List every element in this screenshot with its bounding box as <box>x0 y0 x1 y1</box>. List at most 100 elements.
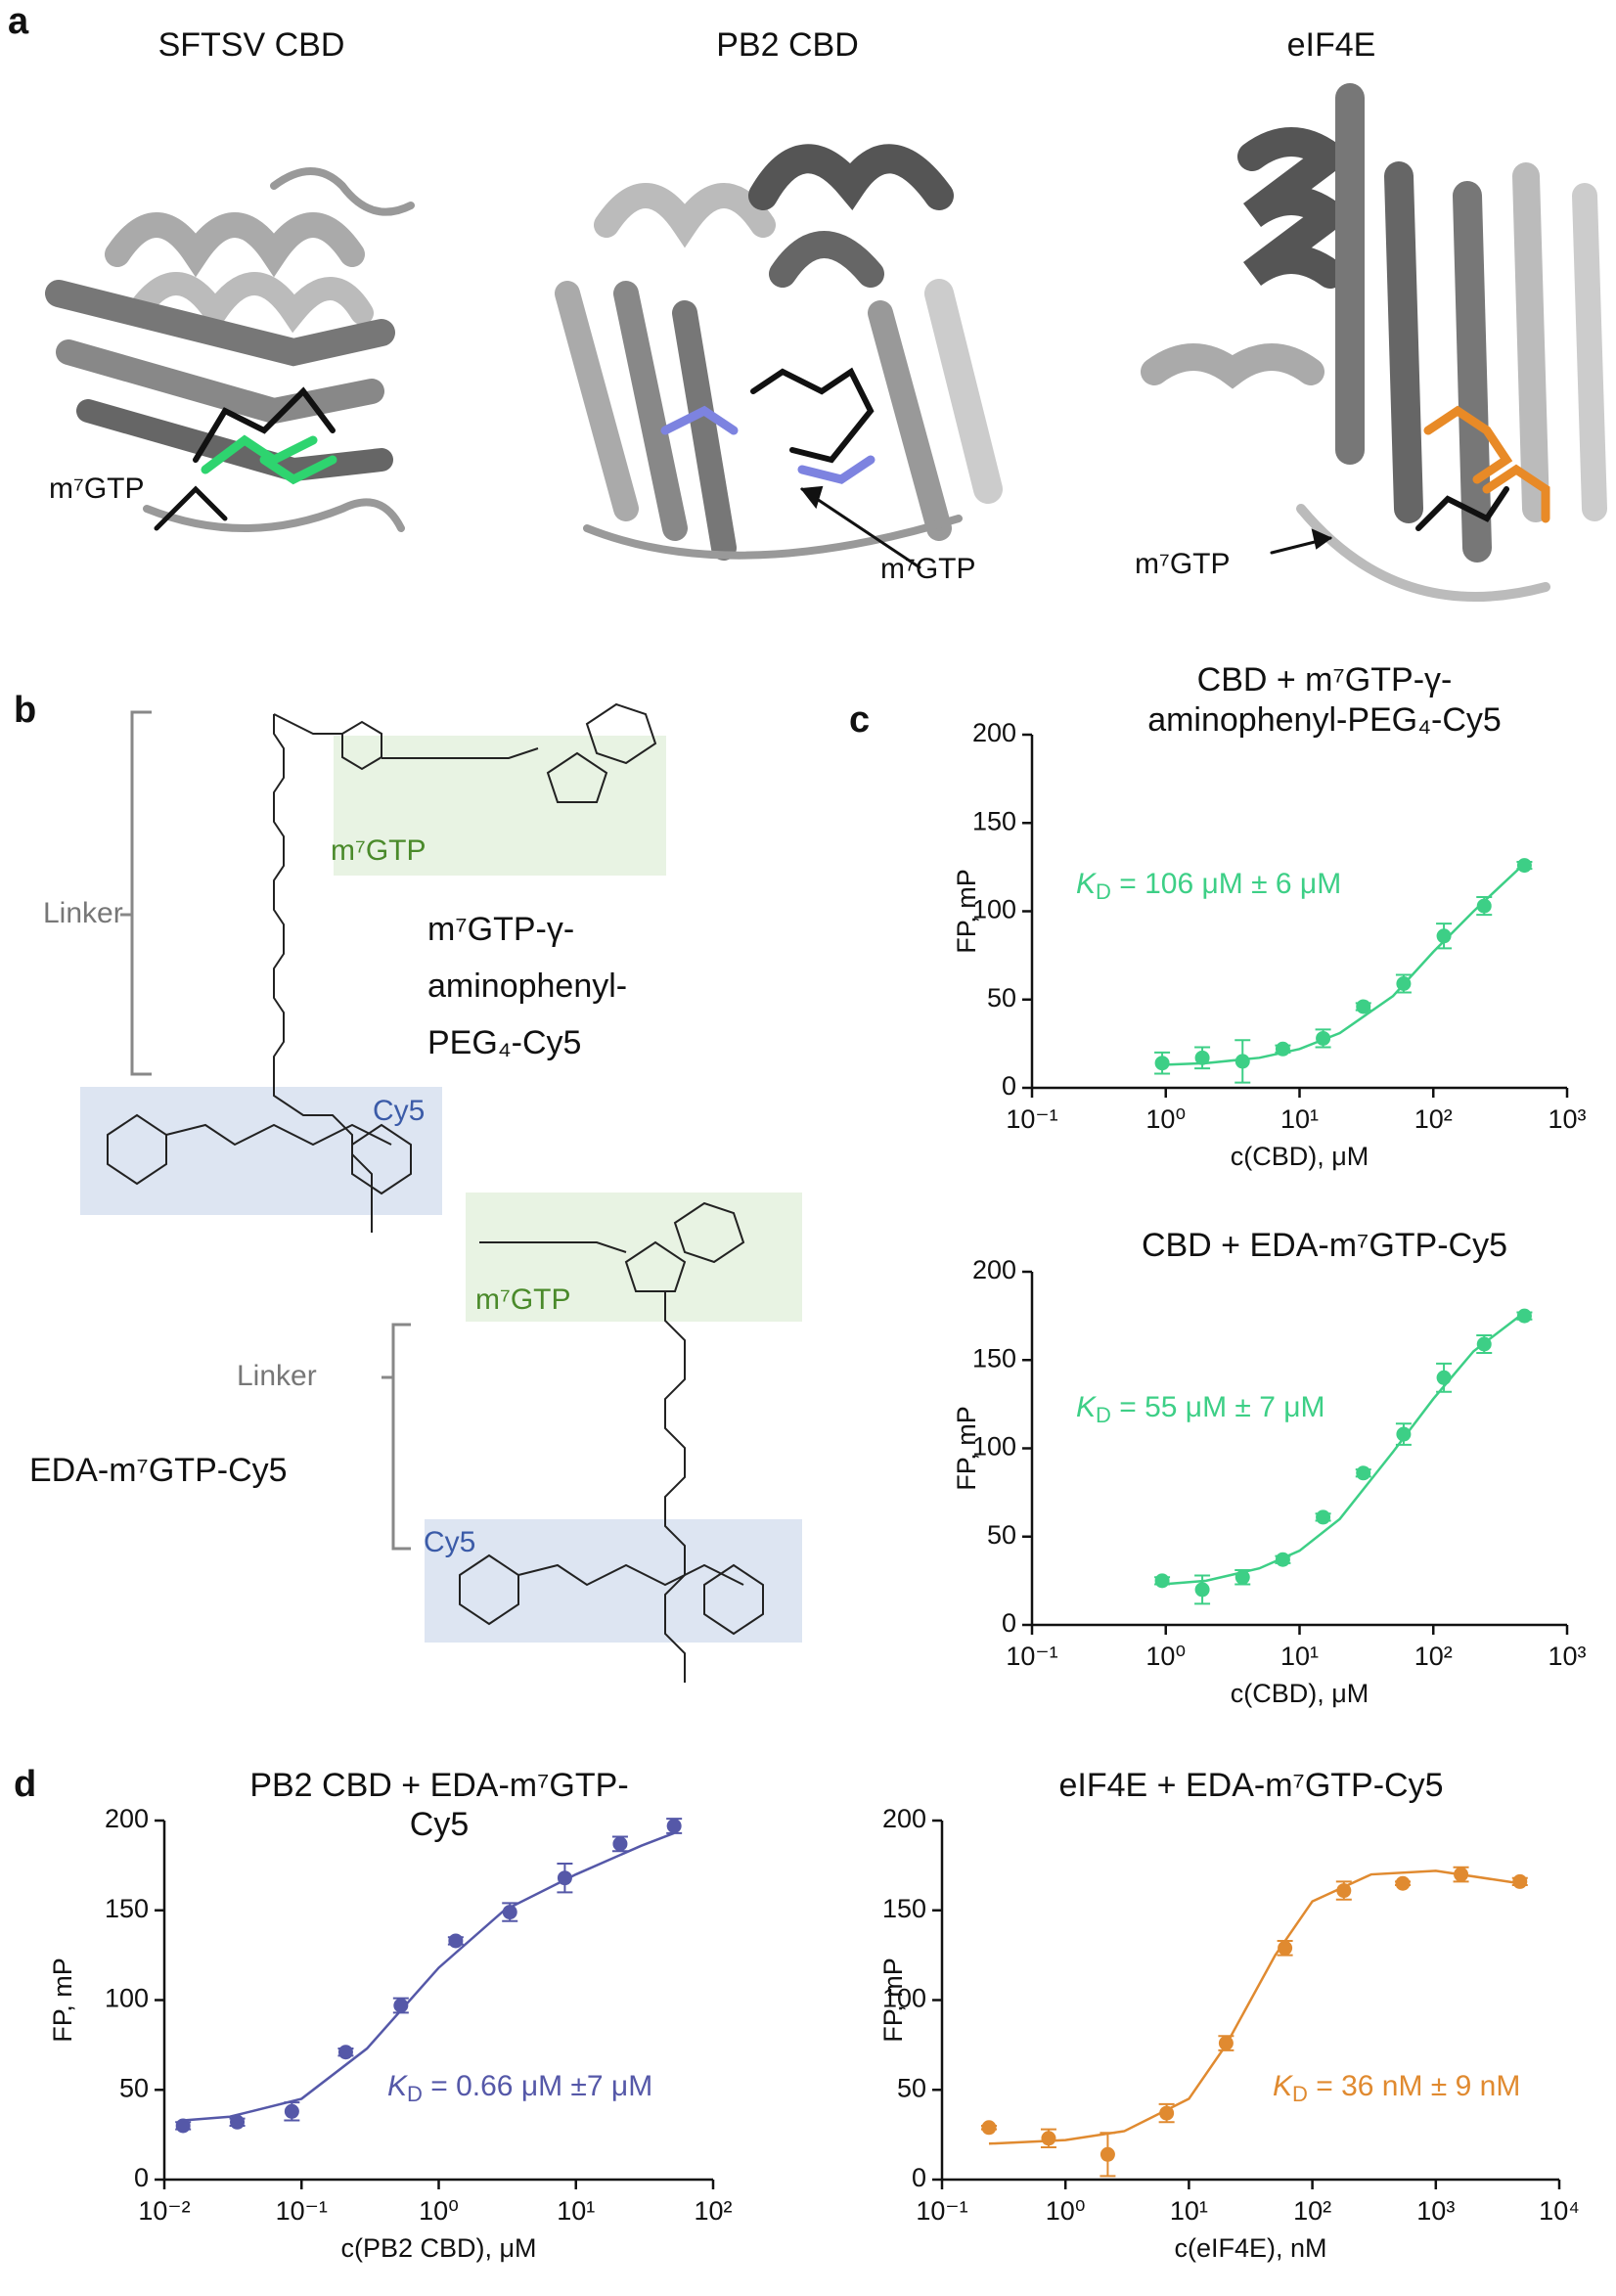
y-tick-label: 0 <box>134 2163 149 2192</box>
kd-subscript: D <box>1096 879 1111 904</box>
data-point <box>1316 1509 1331 1525</box>
x-axis-label: c(CBD), μM <box>1231 1142 1369 1171</box>
data-point <box>1234 1569 1250 1585</box>
data-point <box>230 2114 246 2130</box>
y-tick-label: 50 <box>987 1520 1016 1550</box>
linker-label: Linker <box>43 897 123 929</box>
chart-title: Cy5 <box>410 1806 469 1843</box>
data-point <box>393 1998 409 2013</box>
kd-annotation: KD = 55 μM ± 7 μM <box>1076 1391 1325 1427</box>
protein-pb2 <box>555 144 1003 569</box>
kd-annotation: KD = 106 μM ± 6 μM <box>1076 868 1341 904</box>
panel-label: a <box>8 1 29 42</box>
y-tick-label: 150 <box>972 806 1016 835</box>
probe-name: aminophenyl- <box>427 968 627 1005</box>
data-point <box>1395 1875 1411 1891</box>
panel-label: d <box>14 1764 36 1805</box>
protein-eif4e <box>1141 83 1607 602</box>
data-point <box>666 1819 682 1834</box>
y-tick-label: 200 <box>972 718 1016 747</box>
linker-label: Linker <box>237 1360 317 1392</box>
x-axis-label: c(CBD), μM <box>1231 1679 1369 1708</box>
data-point <box>1154 1573 1170 1589</box>
panel-label: c <box>849 699 870 741</box>
data-point <box>1512 1873 1528 1889</box>
x-tick-label: 10² <box>1293 2196 1331 2226</box>
dye-box <box>425 1519 802 1643</box>
probe-name: EDA-m⁷GTP-Cy5 <box>29 1452 288 1489</box>
kd-symbol: K <box>387 2070 409 2102</box>
kd-text: = 0.66 μM ±7 μM <box>423 2070 652 2102</box>
chart-title: CBD + m⁷GTP-γ- <box>1197 661 1453 698</box>
x-tick-label: 10⁻¹ <box>276 2196 328 2226</box>
x-tick-label: 10³ <box>1548 1642 1586 1671</box>
y-axis-label: FP, mP <box>878 1958 908 2043</box>
data-point <box>1194 1582 1210 1598</box>
kd-subscript: D <box>407 2082 423 2106</box>
data-point <box>1454 1867 1469 1882</box>
data-point <box>1194 1050 1210 1065</box>
data-point <box>1396 1426 1412 1442</box>
data-point <box>1159 2105 1175 2121</box>
ligand-label: m⁷GTP <box>49 473 145 505</box>
chart-title: PB2 CBD + EDA-m⁷GTP- <box>249 1767 628 1804</box>
data-point <box>1275 1552 1290 1567</box>
x-tick-label: 10¹ <box>557 2196 595 2226</box>
y-tick-label: 50 <box>897 2073 926 2102</box>
x-tick-label: 10¹ <box>1170 2196 1208 2226</box>
probe-name: m⁷GTP-γ- <box>427 911 574 948</box>
y-tick-label: 0 <box>1002 1071 1016 1101</box>
cap-label: m⁷GTP <box>475 1283 571 1316</box>
kd-text: = 106 μM ± 6 μM <box>1111 868 1341 900</box>
y-tick-label: 150 <box>882 1894 926 1923</box>
fit-curve <box>1161 1311 1526 1586</box>
y-tick-label: 50 <box>987 983 1016 1013</box>
fit-curve <box>183 1831 675 2122</box>
data-point <box>1476 1336 1492 1352</box>
chart-title: CBD + EDA-m⁷GTP-Cy5 <box>1142 1227 1507 1264</box>
data-point <box>502 1905 517 1920</box>
x-tick-label: 10² <box>694 2196 732 2226</box>
y-axis-label: FP, mP <box>48 1958 77 2043</box>
data-point <box>612 1836 628 1852</box>
linker-bracket <box>382 1323 411 1551</box>
y-axis-label: FP, mP <box>952 869 981 954</box>
data-point <box>1316 1030 1331 1046</box>
x-tick-label: 10⁻² <box>138 2196 190 2226</box>
data-point <box>1041 2131 1056 2146</box>
x-tick-label: 10⁰ <box>419 2196 459 2226</box>
data-point <box>1436 1370 1452 1385</box>
data-point <box>175 2118 191 2134</box>
x-axis-label: c(PB2 CBD), μM <box>340 2233 536 2263</box>
data-point <box>1154 1056 1170 1071</box>
x-tick-label: 10⁻¹ <box>916 2196 967 2226</box>
y-tick-label: 100 <box>972 1432 1016 1462</box>
x-tick-label: 10⁰ <box>1145 1642 1186 1671</box>
data-point <box>1356 999 1371 1014</box>
data-point <box>1516 1308 1532 1324</box>
y-tick-label: 200 <box>972 1255 1016 1284</box>
kd-subscript: D <box>1096 1403 1111 1427</box>
cap-label: m⁷GTP <box>331 834 426 867</box>
structure-title: PB2 CBD <box>716 26 859 64</box>
ligand-label: m⁷GTP <box>880 553 976 585</box>
x-tick-label: 10⁻¹ <box>1006 1104 1057 1134</box>
x-tick-label: 10² <box>1414 1642 1453 1671</box>
x-tick-label: 10⁻¹ <box>1006 1642 1057 1671</box>
chart-title: eIF4E + EDA-m⁷GTP-Cy5 <box>1059 1767 1444 1804</box>
structure-title: SFTSV CBD <box>158 26 345 64</box>
x-tick-label: 10² <box>1414 1104 1453 1134</box>
x-tick-label: 10¹ <box>1280 1104 1319 1134</box>
y-tick-label: 50 <box>119 2073 149 2102</box>
data-point <box>337 2045 353 2060</box>
data-point <box>1356 1465 1371 1481</box>
probe-name: PEG₄-Cy5 <box>427 1024 581 1061</box>
linker-bracket <box>120 710 152 1076</box>
kd-symbol: K <box>1076 1391 1098 1423</box>
dye-label: Cy5 <box>424 1526 475 1558</box>
data-point <box>1336 1883 1352 1899</box>
probe-1-structure <box>107 702 657 1233</box>
kd-annotation: KD = 36 nM ± 9 nM <box>1273 2070 1520 2106</box>
y-tick-label: 200 <box>882 1804 926 1833</box>
